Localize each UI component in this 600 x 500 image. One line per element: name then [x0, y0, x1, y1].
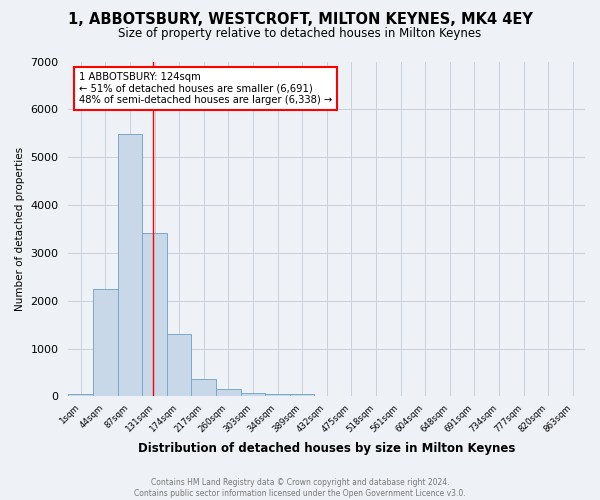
- Bar: [191, 378, 216, 396]
- Bar: [290, 394, 314, 396]
- Bar: [241, 393, 265, 396]
- Bar: [93, 288, 118, 397]
- Bar: [265, 394, 290, 396]
- Bar: [68, 394, 93, 396]
- X-axis label: Distribution of detached houses by size in Milton Keynes: Distribution of detached houses by size …: [138, 442, 515, 455]
- Bar: [118, 134, 142, 396]
- Bar: [142, 233, 167, 396]
- Text: 1, ABBOTSBURY, WESTCROFT, MILTON KEYNES, MK4 4EY: 1, ABBOTSBURY, WESTCROFT, MILTON KEYNES,…: [68, 12, 532, 28]
- Text: 1 ABBOTSBURY: 124sqm
← 51% of detached houses are smaller (6,691)
48% of semi-de: 1 ABBOTSBURY: 124sqm ← 51% of detached h…: [79, 72, 332, 104]
- Text: Size of property relative to detached houses in Milton Keynes: Size of property relative to detached ho…: [118, 28, 482, 40]
- Text: Contains HM Land Registry data © Crown copyright and database right 2024.
Contai: Contains HM Land Registry data © Crown c…: [134, 478, 466, 498]
- Bar: [167, 334, 191, 396]
- Bar: [216, 389, 241, 396]
- Y-axis label: Number of detached properties: Number of detached properties: [15, 147, 25, 311]
